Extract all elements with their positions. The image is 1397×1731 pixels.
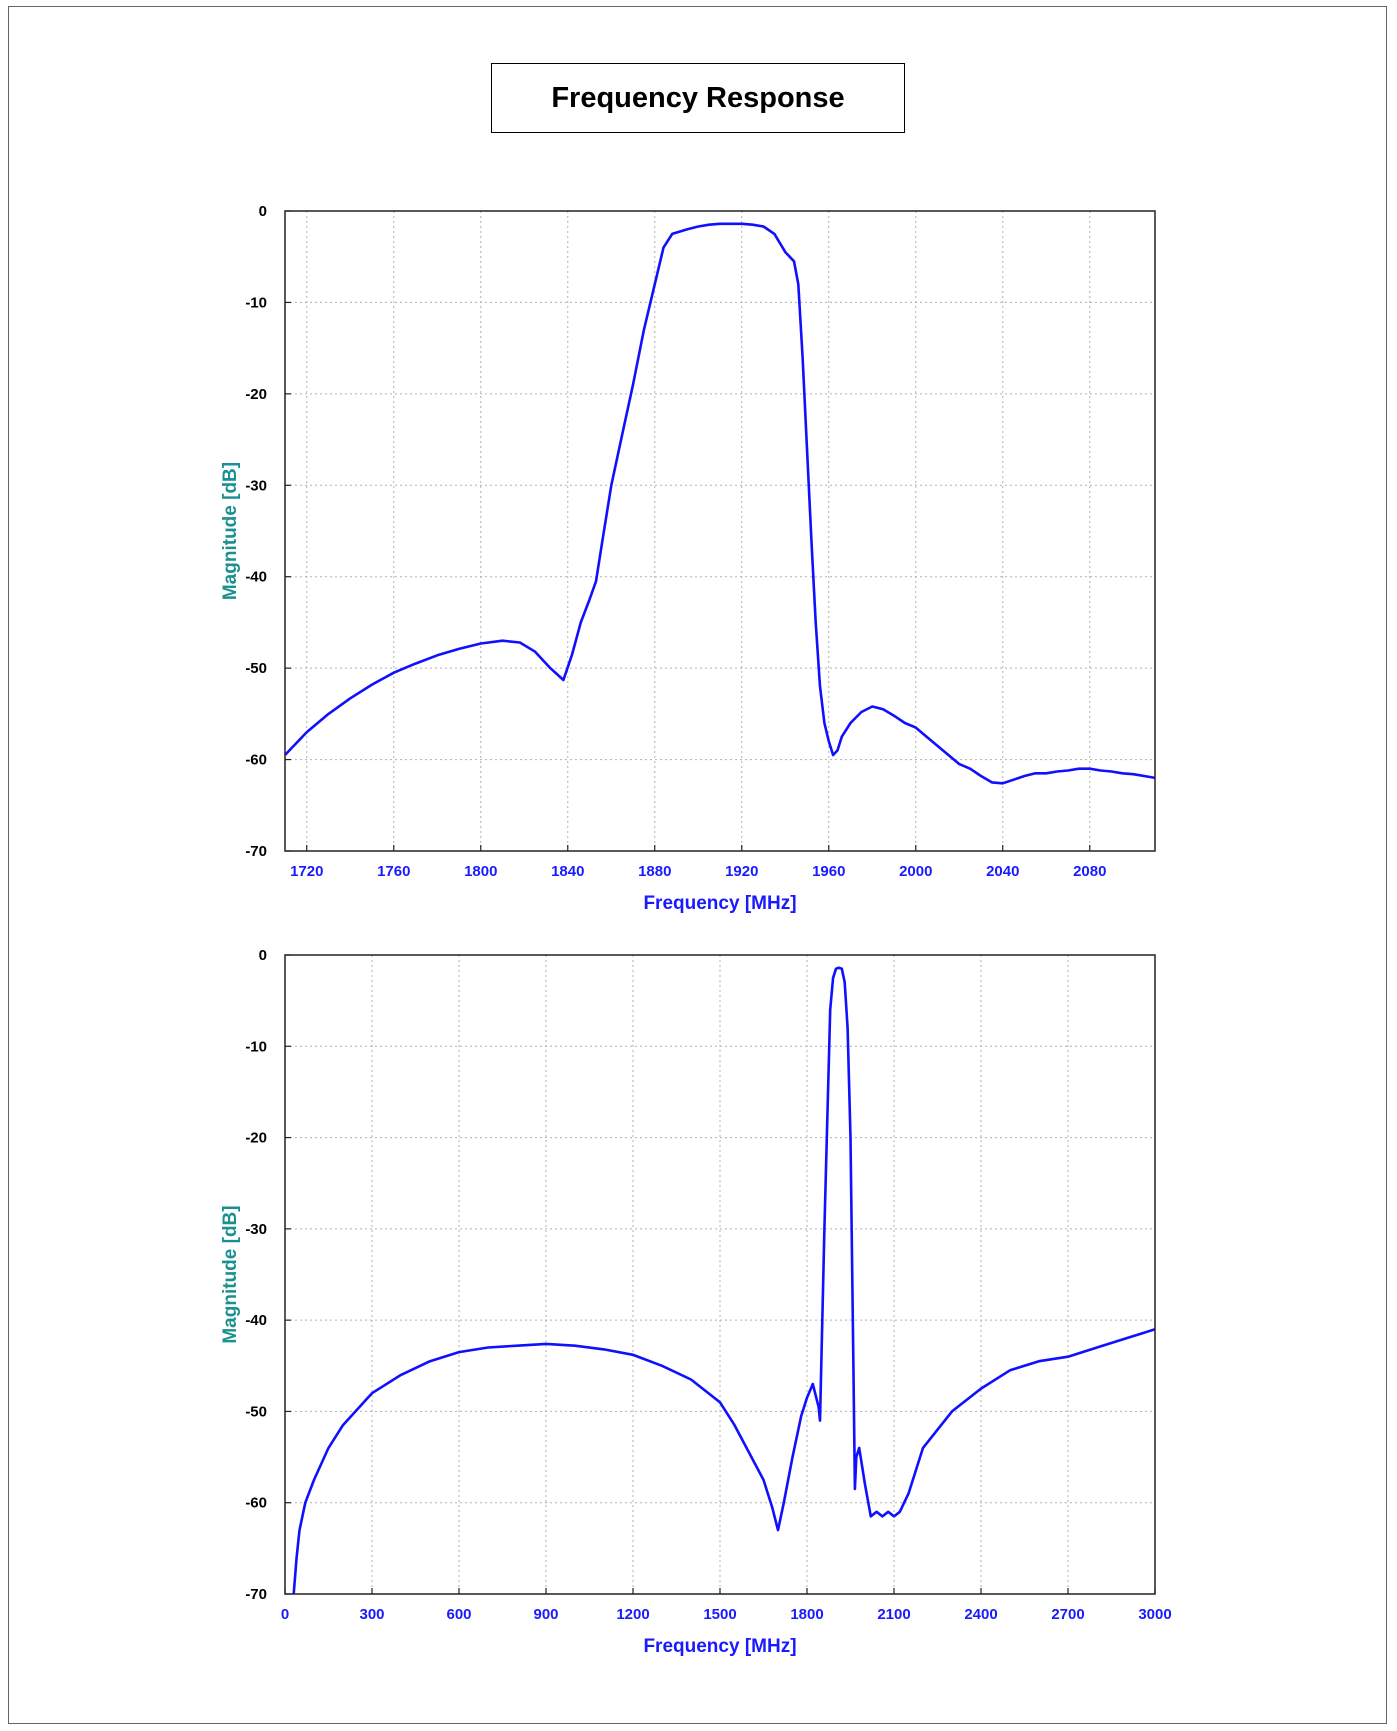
- x-tick-label: 3000: [1138, 1606, 1171, 1623]
- y-tick-label: -70: [245, 1586, 267, 1603]
- x-tick-label: 1840: [551, 863, 584, 880]
- y-tick-label: -50: [245, 1403, 267, 1420]
- x-tick-label: 2080: [1073, 863, 1106, 880]
- x-axis-title: Frequency [MHz]: [643, 893, 796, 914]
- y-tick-label: -10: [245, 294, 267, 311]
- x-tick-label: 1800: [464, 863, 497, 880]
- page-title: Frequency Response: [491, 63, 905, 133]
- x-tick-label: 2100: [877, 1606, 910, 1623]
- y-axis-title: Magnitude [dB]: [220, 1205, 241, 1343]
- x-tick-label: 2400: [964, 1606, 997, 1623]
- y-tick-label: -20: [245, 1130, 267, 1147]
- x-tick-label: 600: [446, 1606, 471, 1623]
- page-frame: [8, 6, 1387, 1724]
- series-line: [292, 966, 1156, 1595]
- x-tick-label: 300: [359, 1606, 384, 1623]
- y-tick-label: -30: [245, 1221, 267, 1238]
- x-tick-label: 0: [281, 1606, 289, 1623]
- y-tick-label: -70: [245, 843, 267, 860]
- x-tick-label: 1500: [703, 1606, 736, 1623]
- y-tick-label: -50: [245, 660, 267, 677]
- x-tick-label: 1800: [790, 1606, 823, 1623]
- y-tick-label: -40: [245, 1312, 267, 1329]
- y-tick-label: -60: [245, 752, 267, 769]
- x-tick-label: 1720: [290, 863, 323, 880]
- x-tick-label: 2040: [986, 863, 1019, 880]
- x-tick-label: 1760: [377, 863, 410, 880]
- x-tick-label: 1880: [638, 863, 671, 880]
- y-tick-label: -10: [245, 1038, 267, 1055]
- x-tick-label: 2000: [899, 863, 932, 880]
- x-tick-label: 900: [533, 1606, 558, 1623]
- x-tick-label: 2700: [1051, 1606, 1084, 1623]
- y-tick-label: -60: [245, 1495, 267, 1512]
- plot-frame: [284, 210, 1156, 852]
- series-line: [284, 222, 1156, 785]
- x-tick-label: 1960: [812, 863, 845, 880]
- y-tick-label: -20: [245, 386, 267, 403]
- y-tick-label: -40: [245, 569, 267, 586]
- y-axis-title: Magnitude [dB]: [220, 462, 241, 600]
- y-tick-label: 0: [259, 203, 267, 220]
- y-tick-label: 0: [259, 947, 267, 964]
- x-tick-label: 1920: [725, 863, 758, 880]
- x-axis-title: Frequency [MHz]: [643, 1636, 796, 1657]
- chart-top: 1720 1760 1800 1840 1880 1920 1960 2000 2040 2080…: [220, 203, 1156, 914]
- y-tick-label: -30: [245, 477, 267, 494]
- x-tick-label: 1200: [616, 1606, 649, 1623]
